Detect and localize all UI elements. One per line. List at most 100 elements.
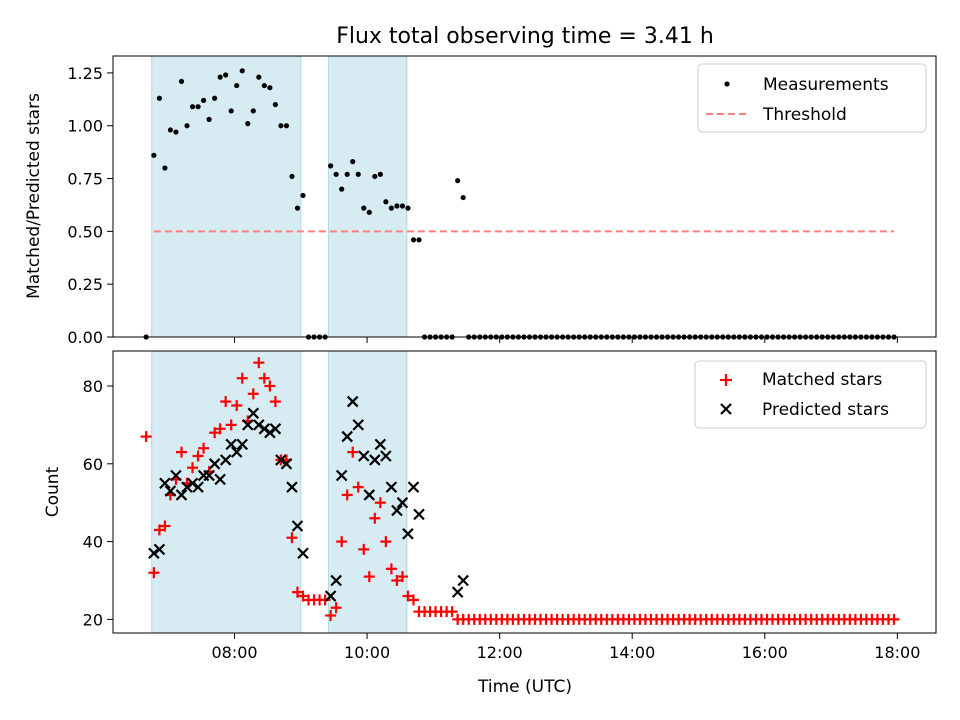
matched-stars-point (336, 536, 348, 548)
measurements-point (178, 78, 185, 84)
matched-stars-point (391, 574, 403, 586)
matched-stars-point (140, 431, 152, 443)
measurements-point (228, 108, 234, 114)
top-ytick-label: 0.75 (67, 170, 103, 189)
measurements-point (250, 108, 256, 114)
measurements-point (289, 173, 295, 180)
matched-stars-point (198, 442, 210, 454)
measurements-point (328, 163, 334, 169)
predicted-stars-point (253, 419, 265, 431)
measurements-point (377, 171, 383, 177)
top-ytick-label: 0.00 (67, 328, 103, 347)
top-ytick-label: 0.25 (67, 275, 103, 294)
predicted-stars-point (214, 473, 226, 486)
measurements-point (278, 123, 284, 129)
measurements-point (167, 127, 174, 133)
matched-stars-point (214, 423, 226, 435)
matched-stars-point (236, 372, 248, 384)
predicted-stars-point (407, 481, 420, 493)
matched-stars-point (380, 536, 392, 548)
predicted-stars-point (324, 590, 337, 602)
matched-stars-point (187, 462, 199, 474)
measurements-point (184, 123, 190, 129)
figure-title: Flux total observing time = 3.41 h (336, 24, 714, 49)
bot-xtick-label: 12:00 (477, 643, 523, 662)
measurements-point (151, 152, 157, 158)
predicted-stars-point (402, 528, 414, 540)
predicted-stars-point (363, 489, 376, 501)
matched-stars-point (325, 609, 337, 621)
matched-stars-point (319, 594, 331, 606)
predicted-stars-point (369, 454, 381, 466)
predicted-stars-point (357, 450, 370, 462)
bot-xtick-label: 16:00 (742, 643, 788, 662)
predicted-stars-point (297, 547, 309, 560)
measurements-point (195, 104, 201, 110)
predicted-stars-point (225, 438, 237, 451)
predicted-stars-point (258, 423, 271, 435)
legend-marker-matched-stars (720, 374, 732, 386)
predicted-stars-point (380, 450, 392, 462)
predicted-stars-point (153, 543, 166, 556)
predicted-stars-point (346, 395, 359, 408)
legend-label-predicted-stars: Predicted stars (762, 400, 889, 420)
predicted-stars-point (330, 574, 342, 587)
measurements-point (283, 123, 290, 129)
matched-stars-point (264, 380, 276, 392)
predicted-stars-point (230, 446, 243, 458)
measurements-point (455, 178, 461, 184)
matched-stars-point (888, 613, 900, 625)
measurements-point (261, 82, 267, 89)
matched-stars-point (225, 419, 237, 431)
matched-stars-point (402, 590, 414, 602)
measurements-point (361, 205, 367, 211)
predicted-stars-point (280, 458, 293, 470)
measurements-point (383, 199, 389, 205)
bottom-x-axis-label: Time (UTC) (477, 677, 572, 697)
predicted-stars-point (208, 458, 221, 470)
top-observing-window-0 (151, 55, 302, 338)
measurements-point (355, 171, 361, 177)
predicted-stars-point (175, 489, 188, 501)
predicted-stars-point (181, 481, 193, 493)
bottom-legend-box (694, 360, 927, 429)
bot-ytick-label: 40 (83, 533, 103, 552)
bottom-series-layer (140, 357, 900, 625)
matched-stars-point (358, 543, 370, 555)
bottom-y-axis-label: Count (43, 466, 63, 517)
measurements-point (162, 165, 168, 171)
matched-stars-point (269, 396, 281, 408)
predicted-stars-point (264, 426, 276, 439)
measurements-point (388, 205, 394, 211)
predicted-stars-point (413, 508, 425, 521)
top-legend-box (697, 63, 927, 133)
predicted-stars-point (391, 504, 403, 517)
measurements-point (200, 97, 207, 103)
bot-ytick-label: 80 (83, 377, 103, 396)
bot-observing-window-0 (151, 350, 302, 634)
matched-stars-point (352, 481, 364, 493)
measurements-point (173, 129, 179, 135)
measurements-point (189, 104, 196, 110)
predicted-stars-point (159, 477, 171, 490)
measurements-point (272, 101, 278, 108)
bottom-x-axis: 08:00 10:00 12:00 14:00 16:00 18:00 (211, 633, 920, 662)
matched-stars-point (374, 497, 386, 509)
measurements-point (405, 205, 411, 211)
predicted-stars-point (192, 481, 204, 493)
matched-stars-point (209, 427, 221, 439)
top-legend: Measurements Threshold (697, 63, 927, 133)
predicted-stars-point (241, 419, 254, 431)
predicted-stars-point (236, 438, 249, 451)
measurements-point (294, 205, 301, 211)
measurements-point (372, 173, 378, 180)
bottom-y-axis: 20 40 60 80 (83, 377, 113, 629)
measurements-point (245, 121, 251, 127)
predicted-stars-point (374, 438, 387, 451)
matched-stars-point (396, 571, 408, 583)
top-x-axis (234, 337, 898, 343)
matched-stars-point (258, 372, 270, 384)
bottom-observing-windows (151, 350, 408, 634)
predicted-stars-point (186, 477, 199, 490)
